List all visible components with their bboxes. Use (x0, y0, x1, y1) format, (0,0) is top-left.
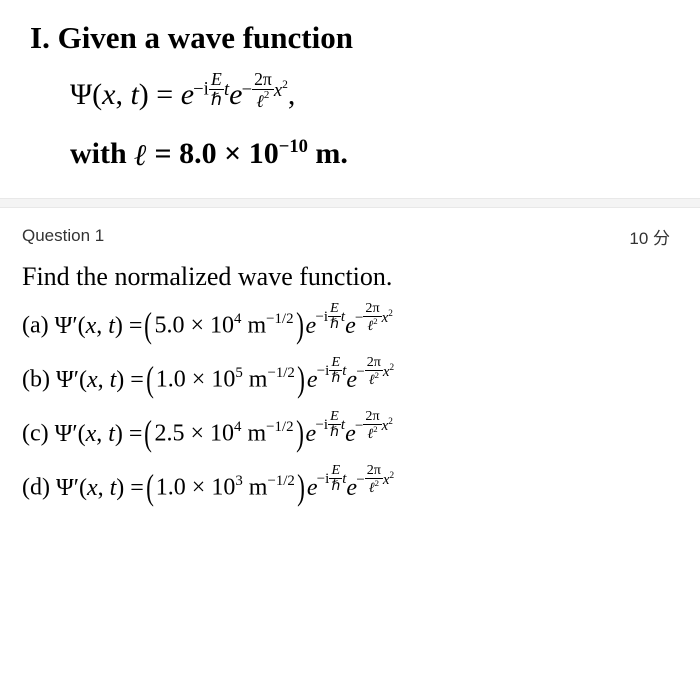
unit: m (241, 312, 266, 338)
choice-letter: (d) (22, 474, 56, 500)
given-equation: Ψ(x, t) = e −iEℏt e −2πℓ2x2 , (0, 66, 700, 126)
answer-choice[interactable]: (c) Ψ′(x, t) = (2.5 × 104 m−1/2) e−iEℏte… (22, 408, 670, 462)
coef-exp: 4 (234, 419, 241, 435)
question-prompt: Find the normalized wave function. (22, 262, 670, 300)
unit-exp: −1/2 (266, 419, 293, 435)
e-mid: e (229, 78, 242, 112)
unit: m (243, 474, 268, 500)
paren-left: ( (146, 358, 154, 400)
section-title: Given a wave function (58, 20, 353, 55)
eq-tail: , (288, 78, 296, 111)
answer-choice[interactable]: (d) Ψ′(x, t) = (1.0 × 103 m−1/2) e−iEℏte… (22, 462, 670, 516)
question-label: Question 1 (22, 226, 104, 246)
coef-exp: 3 (235, 473, 242, 489)
exp-gaussian: −2πℓ2x2 (356, 464, 394, 497)
choice-psi: Ψ′(x, t) = (56, 367, 144, 394)
paren-right: ) (297, 466, 305, 508)
answer-choice[interactable]: (b) Ψ′(x, t) = (1.0 × 105 m−1/2) e−iEℏte… (22, 354, 670, 408)
choice-psi: Ψ′(x, t) = (55, 421, 143, 448)
question-body: Find the normalized wave function. (a) Ψ… (0, 257, 700, 526)
coef-exp: 4 (234, 311, 241, 327)
unit: m (243, 366, 268, 392)
exp-phase: −iEℏt (317, 356, 347, 387)
exp-phase: −iEℏt (317, 464, 347, 495)
paren-left: ( (145, 412, 153, 454)
choice-psi: Ψ′(x, t) = (56, 475, 144, 502)
section-number: I. (30, 20, 50, 55)
choice-letter: (a) (22, 312, 55, 338)
given-parameter: with ℓ = 8.0 × 10−10 m. (0, 126, 700, 183)
section-header: I. Given a wave function (0, 0, 700, 66)
question-header: Question 1 10 分 (0, 208, 700, 257)
psi-lhs: Ψ(x, t) = e (70, 78, 194, 112)
choice-psi: Ψ′(x, t) = (55, 313, 143, 340)
coef: 5.0 × 10 (154, 312, 234, 338)
unit: m (241, 420, 266, 446)
exp-gaussian: −2πℓ2x2 (355, 410, 393, 443)
exp-gaussian: −2πℓ2x2 (242, 71, 288, 111)
exp-gaussian: −2πℓ2x2 (356, 356, 394, 389)
exp-phase: −iEℏt (315, 302, 345, 333)
coef-exp: 5 (235, 365, 242, 381)
paren-left: ( (146, 466, 154, 508)
exp-phase: −iEℏt (315, 410, 345, 441)
paren-right: ) (296, 412, 304, 454)
choice-letter: (b) (22, 366, 56, 392)
question-points: 10 分 (629, 224, 670, 249)
unit-exp: −1/2 (267, 365, 294, 381)
separator (0, 198, 700, 208)
paren-left: ( (145, 304, 153, 346)
exp-phase: −iEℏt (193, 71, 229, 109)
unit-exp: −1/2 (266, 311, 293, 327)
exp-gaussian: −2πℓ2x2 (355, 302, 393, 335)
unit-exp: −1/2 (267, 473, 294, 489)
coef: 1.0 × 10 (156, 474, 236, 500)
coef: 1.0 × 10 (156, 366, 236, 392)
choice-letter: (c) (22, 420, 55, 446)
paren-right: ) (297, 358, 305, 400)
answer-choice[interactable]: (a) Ψ′(x, t) = (5.0 × 104 m−1/2) e−iEℏte… (22, 300, 670, 354)
coef: 2.5 × 10 (154, 420, 234, 446)
paren-right: ) (296, 304, 304, 346)
